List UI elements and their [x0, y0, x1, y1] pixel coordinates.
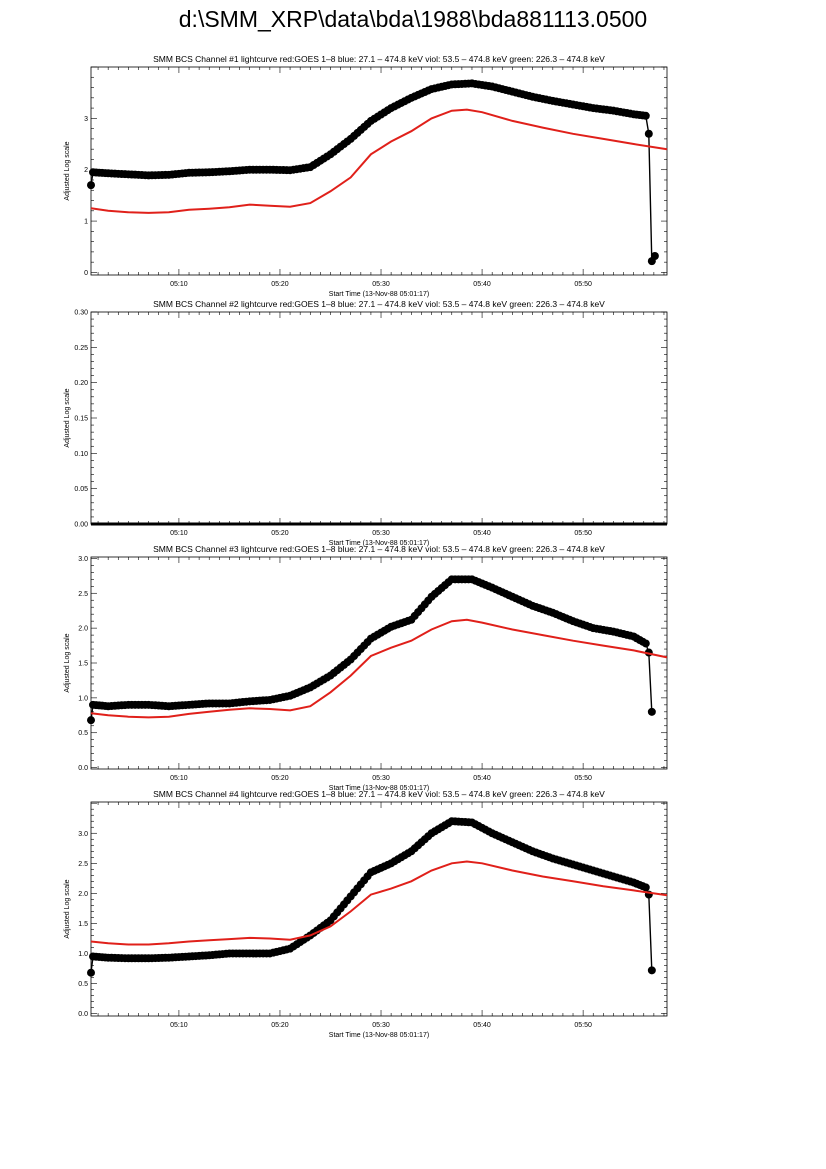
panel-3: SMM BCS Channel #3 lightcurve red:GOES 1… — [64, 544, 668, 792]
x-tick-label: 05:10 — [170, 281, 188, 288]
y-tick-label: 2.0 — [78, 891, 88, 898]
y-tick-label: 0.0 — [78, 1011, 88, 1018]
panel-4-frame — [90, 801, 668, 1017]
x-tick-label: 05:20 — [271, 1022, 289, 1029]
y-tick-label: 0.5 — [78, 730, 88, 737]
y-tick-label: 2.5 — [78, 591, 88, 598]
x-tick-label: 05:50 — [574, 530, 592, 537]
series-black-point — [87, 716, 95, 725]
x-tick-label: 05:10 — [170, 775, 188, 782]
panel-2-title: SMM BCS Channel #2 lightcurve red:GOES 1… — [153, 299, 605, 309]
x-tick-label: 05:50 — [574, 1022, 592, 1029]
y-tick-label: 1.0 — [78, 951, 88, 958]
x-tick-label: 05:30 — [372, 530, 390, 537]
y-tick-label: 3 — [84, 116, 88, 123]
y-tick-label: 0 — [84, 270, 88, 277]
panel-2-ylabel: Adjusted Log scale — [64, 388, 71, 447]
y-tick-label: 0.05 — [74, 486, 88, 493]
panel-1-title: SMM BCS Channel #1 lightcurve red:GOES 1… — [153, 54, 605, 64]
series-black-point — [87, 968, 95, 977]
series-black-point — [644, 129, 653, 138]
panel-2-xlabel: Start Time (13-Nov-88 05:01:17) — [329, 540, 429, 547]
y-tick-label: 0.15 — [74, 416, 88, 423]
x-tick-label: 05:20 — [271, 281, 289, 288]
y-tick-label: 0.20 — [74, 380, 88, 387]
y-tick-label: 1.5 — [78, 921, 88, 928]
y-tick-label: 0.00 — [74, 522, 88, 529]
x-tick-label: 05:30 — [372, 281, 390, 288]
x-tick-label: 05:10 — [170, 530, 188, 537]
panel-4-title: SMM BCS Channel #4 lightcurve red:GOES 1… — [153, 789, 605, 799]
y-tick-label: 3.0 — [78, 556, 88, 563]
panel-1: SMM BCS Channel #1 lightcurve red:GOES 1… — [64, 54, 668, 298]
x-tick-label: 05:30 — [372, 1022, 390, 1029]
series-black-line — [90, 578, 653, 721]
panel-3-frame — [90, 556, 668, 770]
series-black-line — [90, 820, 653, 973]
panel-1-ylabel: Adjusted Log scale — [64, 141, 71, 200]
y-tick-label: 3.0 — [78, 831, 88, 838]
x-tick-label: 05:50 — [574, 775, 592, 782]
panel-3-xlabel: Start Time (13-Nov-88 05:01:17) — [329, 785, 429, 792]
series-black-point — [650, 251, 659, 260]
x-tick-label: 05:20 — [271, 530, 289, 537]
page-title: d:\SMM_XRP\data\bda\1988\bda881113.0500 — [178, 6, 648, 32]
series-black-point — [641, 639, 650, 648]
panel-2: SMM BCS Channel #2 lightcurve red:GOES 1… — [64, 299, 668, 547]
x-tick-label: 05:20 — [271, 775, 289, 782]
series-black-point — [87, 181, 95, 190]
y-tick-label: 1 — [84, 219, 88, 226]
y-tick-label: 0.10 — [74, 451, 88, 458]
series-red-line — [90, 108, 668, 214]
panel-4: SMM BCS Channel #4 lightcurve red:GOES 1… — [64, 789, 668, 1039]
panel-4-ylabel: Adjusted Log scale — [64, 879, 71, 938]
x-tick-label: 05:30 — [372, 775, 390, 782]
series-red-line — [90, 618, 668, 719]
y-tick-label: 0.25 — [74, 345, 88, 352]
series-black-point — [647, 707, 656, 716]
x-tick-label: 05:50 — [574, 281, 592, 288]
panel-3-ylabel: Adjusted Log scale — [64, 633, 71, 692]
y-tick-label: 0.30 — [74, 310, 88, 317]
panel-3-title: SMM BCS Channel #3 lightcurve red:GOES 1… — [153, 544, 605, 554]
series-black-point — [647, 966, 656, 975]
y-tick-label: 2.0 — [78, 626, 88, 633]
panel-1-xlabel: Start Time (13-Nov-88 05:01:17) — [329, 291, 429, 298]
panel-2-frame — [90, 311, 668, 525]
x-tick-label: 05:40 — [473, 530, 491, 537]
x-tick-label: 05:40 — [473, 775, 491, 782]
series-black-point — [641, 883, 650, 892]
y-tick-label: 0.5 — [78, 981, 88, 988]
y-tick-label: 1.5 — [78, 661, 88, 668]
x-tick-label: 05:10 — [170, 1022, 188, 1029]
y-tick-label: 2 — [84, 167, 88, 174]
panel-4-xlabel: Start Time (13-Nov-88 05:01:17) — [329, 1032, 429, 1039]
y-tick-label: 2.5 — [78, 861, 88, 868]
y-tick-label: 0.0 — [78, 765, 88, 772]
x-tick-label: 05:40 — [473, 281, 491, 288]
series-black-point — [641, 111, 650, 120]
series-red-line — [90, 860, 668, 946]
x-tick-label: 05:40 — [473, 1022, 491, 1029]
y-tick-label: 1.0 — [78, 695, 88, 702]
